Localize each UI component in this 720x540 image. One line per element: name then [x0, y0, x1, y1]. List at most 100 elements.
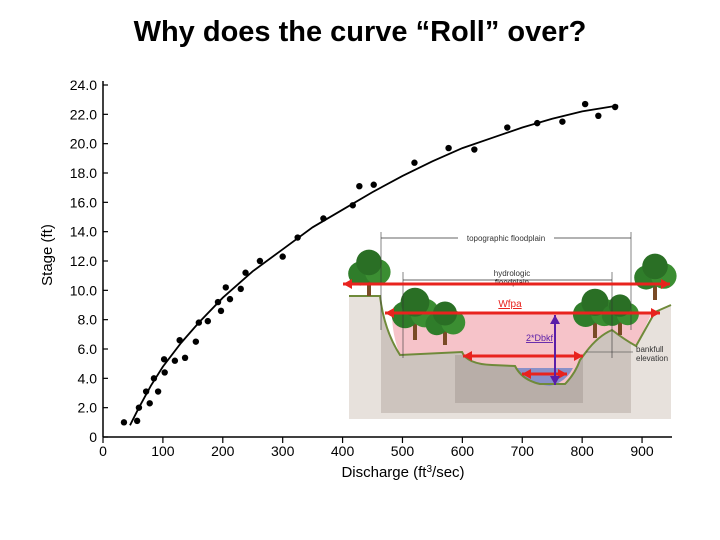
x-tick-label: 200: [211, 443, 235, 459]
y-tick-label: 0: [89, 429, 97, 445]
y-tick-label: 14.0: [70, 224, 97, 240]
y-tick-label: 16.0: [70, 194, 97, 210]
data-points: [120, 100, 619, 426]
data-point: [222, 284, 229, 291]
arrow-head: [550, 315, 560, 324]
tree-canopy: [356, 249, 382, 276]
y-tick-label: 24.0: [70, 77, 97, 93]
data-point: [370, 181, 377, 188]
tree-canopy: [581, 288, 609, 316]
arrow-channel-width: [522, 369, 567, 379]
data-point: [559, 118, 566, 125]
data-point: [120, 419, 128, 426]
data-point: [133, 417, 141, 425]
arrow-head: [463, 351, 472, 361]
y-tick-label: 10.0: [70, 282, 97, 298]
data-point: [534, 119, 541, 127]
tree-trunk: [593, 317, 597, 338]
x-tick-label: 600: [451, 443, 475, 459]
data-point: [176, 337, 183, 344]
data-point: [279, 253, 286, 260]
data-point: [146, 400, 153, 407]
data-point: [581, 100, 589, 108]
label-wfpa: Wfpa: [498, 299, 522, 310]
topographic-label-bg: [458, 232, 554, 243]
label-bankfull: bankfull: [636, 345, 664, 354]
data-point: [142, 388, 150, 395]
slide-title: Why does the curve “Roll” over?: [133, 16, 587, 48]
data-point: [192, 338, 200, 345]
data-point: [411, 159, 418, 166]
data-point: [161, 369, 168, 376]
x-tick-label: 500: [391, 443, 415, 459]
data-point: [171, 357, 179, 364]
data-point: [237, 285, 244, 293]
data-point: [150, 375, 158, 382]
arrow-head: [558, 369, 567, 379]
label-topographic-floodplain: topographic floodplain: [467, 234, 545, 243]
data-point: [349, 202, 356, 209]
data-point: [504, 124, 511, 131]
data-point: [217, 307, 225, 315]
fit-curve-group: [129, 104, 619, 426]
x-axis-label: Discharge (ft3/sec): [341, 464, 464, 482]
fit-curve: [129, 104, 619, 426]
tree-left-outer: [348, 249, 391, 296]
data-point: [195, 319, 203, 326]
data-point: [160, 356, 168, 363]
y-axis-label: Stage (ft): [39, 224, 56, 286]
data-point: [242, 269, 249, 276]
tree-right-outer: [634, 253, 677, 300]
data-point: [356, 183, 363, 190]
x-tick-label: 0: [99, 443, 107, 459]
arrow-head: [343, 279, 352, 289]
data-point: [204, 317, 212, 325]
tree-trunk: [443, 327, 447, 345]
data-point: [445, 144, 452, 152]
tree-trunk: [413, 318, 417, 340]
y-tick-label: 12.0: [70, 253, 97, 269]
data-point: [214, 298, 222, 306]
tree-trunk: [618, 318, 622, 335]
y-tick-label: 18.0: [70, 165, 97, 181]
y-tick-label: 2.0: [78, 400, 98, 416]
data-point: [256, 257, 264, 265]
arrow-head: [651, 308, 660, 318]
x-tick-label: 900: [630, 443, 654, 459]
tree-canopy: [642, 253, 668, 280]
arrow-topographic-floodplain: [343, 279, 670, 289]
data-point: [135, 404, 143, 411]
x-tick-label: 100: [151, 443, 175, 459]
x-tick-label: 300: [271, 443, 295, 459]
data-point: [595, 112, 602, 120]
label-elevation: elevation: [636, 354, 668, 363]
data-point: [471, 146, 478, 153]
y-tick-label: 20.0: [70, 136, 97, 152]
data-point: [226, 295, 234, 303]
tree-trunk: [367, 276, 371, 296]
data-point: [294, 234, 301, 241]
arrow-head: [661, 279, 670, 289]
arrow-bankfull-width: [463, 351, 583, 361]
arrow-head: [385, 308, 394, 318]
tree-canopy: [608, 294, 632, 317]
tree-right-bank: [572, 288, 618, 338]
label-2dbkf: 2*Dbkf: [526, 333, 554, 343]
floodplain-cross-section-inset: topographic floodplainhydrologicfloodpla…: [343, 228, 677, 419]
data-point: [154, 388, 162, 395]
y-tick-label: 6.0: [78, 341, 98, 357]
y-tick-label: 22.0: [70, 106, 97, 122]
arrow-depth: [550, 315, 560, 385]
arrow-head: [550, 376, 560, 385]
arrow-head: [574, 351, 583, 361]
label-hydrologic: hydrologic: [494, 269, 530, 278]
tree-trunk: [653, 280, 657, 300]
x-tick-label: 400: [331, 443, 355, 459]
data-point: [320, 215, 327, 222]
arrow-wfpa: [385, 308, 660, 318]
y-tick-label: 4.0: [78, 370, 98, 386]
arrow-head: [522, 369, 531, 379]
x-tick-label: 800: [570, 443, 594, 459]
data-point: [181, 354, 189, 361]
